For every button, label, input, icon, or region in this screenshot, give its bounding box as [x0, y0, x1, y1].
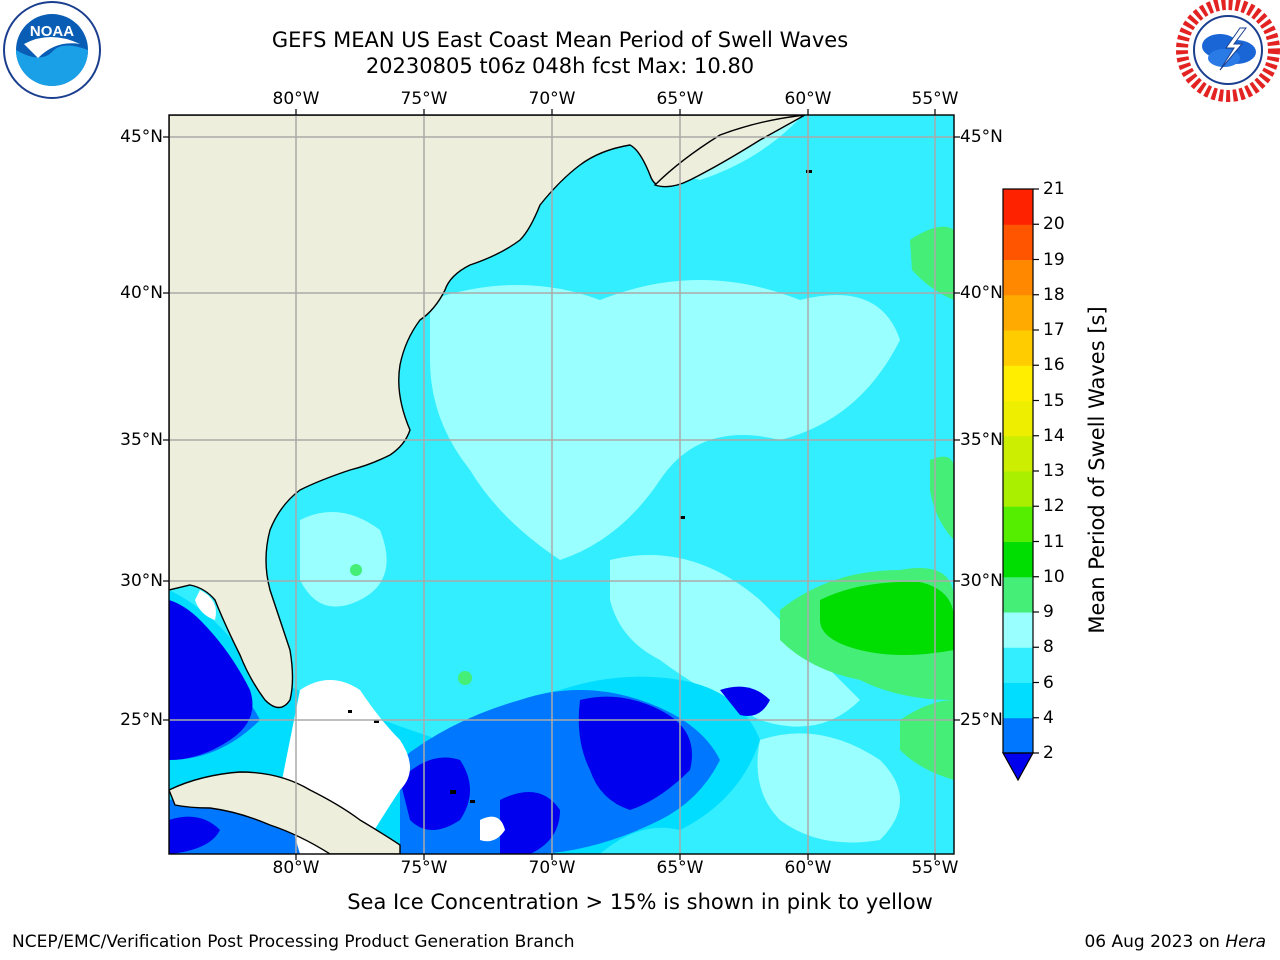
- lon-tick-label-top: 70°W: [528, 89, 576, 109]
- map-subtitle: 20230805 t06z 048h fcst Max: 10.80: [365, 54, 755, 78]
- lat-tick-label-left: 25°N: [120, 710, 163, 730]
- colorbar-cell: [1003, 647, 1033, 683]
- colorbar-level-label: 17: [1043, 320, 1065, 340]
- colorbar-level-label: 9: [1043, 602, 1054, 622]
- lat-tick-label-left: 30°N: [120, 571, 163, 591]
- lon-tick-label-bottom: 80°W: [272, 858, 320, 878]
- colorbar-cell: [1003, 612, 1033, 648]
- colorbar-level-label: 16: [1043, 355, 1065, 376]
- map-tickmarks: [163, 109, 960, 860]
- colorbar-level-label: 21: [1043, 179, 1065, 199]
- colorbar-level-label: 10: [1043, 566, 1065, 587]
- lon-tick-label-bottom: 75°W: [400, 858, 448, 878]
- map-frame: [168, 114, 955, 855]
- colorbar-cell: [1003, 189, 1033, 225]
- colorbar-level-label: 4: [1043, 707, 1054, 728]
- lon-tick-label-bottom: 60°W: [784, 858, 832, 878]
- colorbar-cell: [1003, 506, 1033, 542]
- colorbar-cell: [1003, 471, 1033, 507]
- colorbar-level-label: 8: [1043, 637, 1054, 658]
- colorbar-level-label: 2: [1043, 743, 1054, 763]
- colorbar-cell: [1003, 259, 1033, 296]
- noaa-logo: NOAA: [3, 1, 101, 99]
- lon-tick-label-top: 60°W: [784, 89, 832, 109]
- footer-branch: NCEP/EMC/Verification Post Processing Pr…: [12, 932, 575, 952]
- lon-tick-label-bottom: 65°W: [656, 858, 704, 878]
- colorbar-cell: [1003, 294, 1033, 331]
- colorbar-cell: [1003, 330, 1033, 366]
- colorbar-cell: [1003, 717, 1033, 754]
- us-east-coast-land: [169, 115, 801, 709]
- colorbar-cell: [1003, 400, 1033, 437]
- lon-tick-label-bottom: 70°W: [528, 858, 576, 878]
- lat-tick-label-left: 40°N: [120, 283, 163, 303]
- lat-tick-label-right: 45°N: [960, 127, 1003, 147]
- lon-tick-label-bottom: 55°W: [911, 858, 959, 878]
- colorbar-cell: [1003, 576, 1033, 613]
- colorbar-level-label: 19: [1043, 249, 1065, 270]
- map-gridlines: [169, 115, 954, 854]
- colorbar-cell: [1003, 365, 1033, 401]
- footer-host: Hera: [1225, 932, 1266, 952]
- lat-tick-label-right: 40°N: [960, 283, 1003, 303]
- sea-ice-note: Sea Ice Concentration > 15% is shown in …: [347, 890, 933, 914]
- map-title: GEFS MEAN US East Coast Mean Period of S…: [271, 28, 849, 52]
- colorbar-cell: [1003, 541, 1033, 578]
- colorbar-level-label: 18: [1043, 284, 1065, 305]
- colorbar-under-arrow: [1001, 752, 1035, 782]
- colorbar-level-label: 15: [1043, 390, 1065, 411]
- colorbar-level-label: 6: [1043, 672, 1054, 693]
- colorbar-level-label: 20: [1043, 214, 1065, 235]
- colorbar-level-label: 14: [1043, 425, 1065, 446]
- colorbar-level-label: 11: [1043, 531, 1065, 552]
- lat-tick-label-right: 30°N: [960, 571, 1003, 591]
- island-specks: [348, 170, 812, 803]
- swell-region-8-9s: [300, 116, 900, 843]
- colorbar-cell: [1003, 435, 1033, 472]
- lon-tick-label-top: 55°W: [911, 89, 959, 109]
- lon-tick-label-top: 65°W: [656, 89, 704, 109]
- swell-region-9-11s: [350, 226, 954, 780]
- lat-tick-label-left: 35°N: [120, 430, 163, 450]
- lat-tick-label-right: 25°N: [960, 710, 1003, 730]
- cuba-land: [169, 771, 401, 854]
- colorbar-cell: [1003, 682, 1033, 719]
- lon-tick-label-top: 80°W: [272, 89, 320, 109]
- lat-tick-label-left: 45°N: [120, 127, 163, 147]
- svg-text:NOAA: NOAA: [30, 23, 74, 40]
- lon-tick-label-top: 75°W: [400, 89, 448, 109]
- national-weather-service-logo: [1176, 0, 1280, 102]
- colorbar-cell: [1003, 224, 1033, 260]
- lat-tick-label-right: 35°N: [960, 430, 1003, 450]
- colorbar-level-label: 12: [1043, 496, 1065, 517]
- footer-date: 06 Aug 2023 on Hera: [1084, 932, 1266, 952]
- colorbar-level-label: 13: [1043, 461, 1065, 481]
